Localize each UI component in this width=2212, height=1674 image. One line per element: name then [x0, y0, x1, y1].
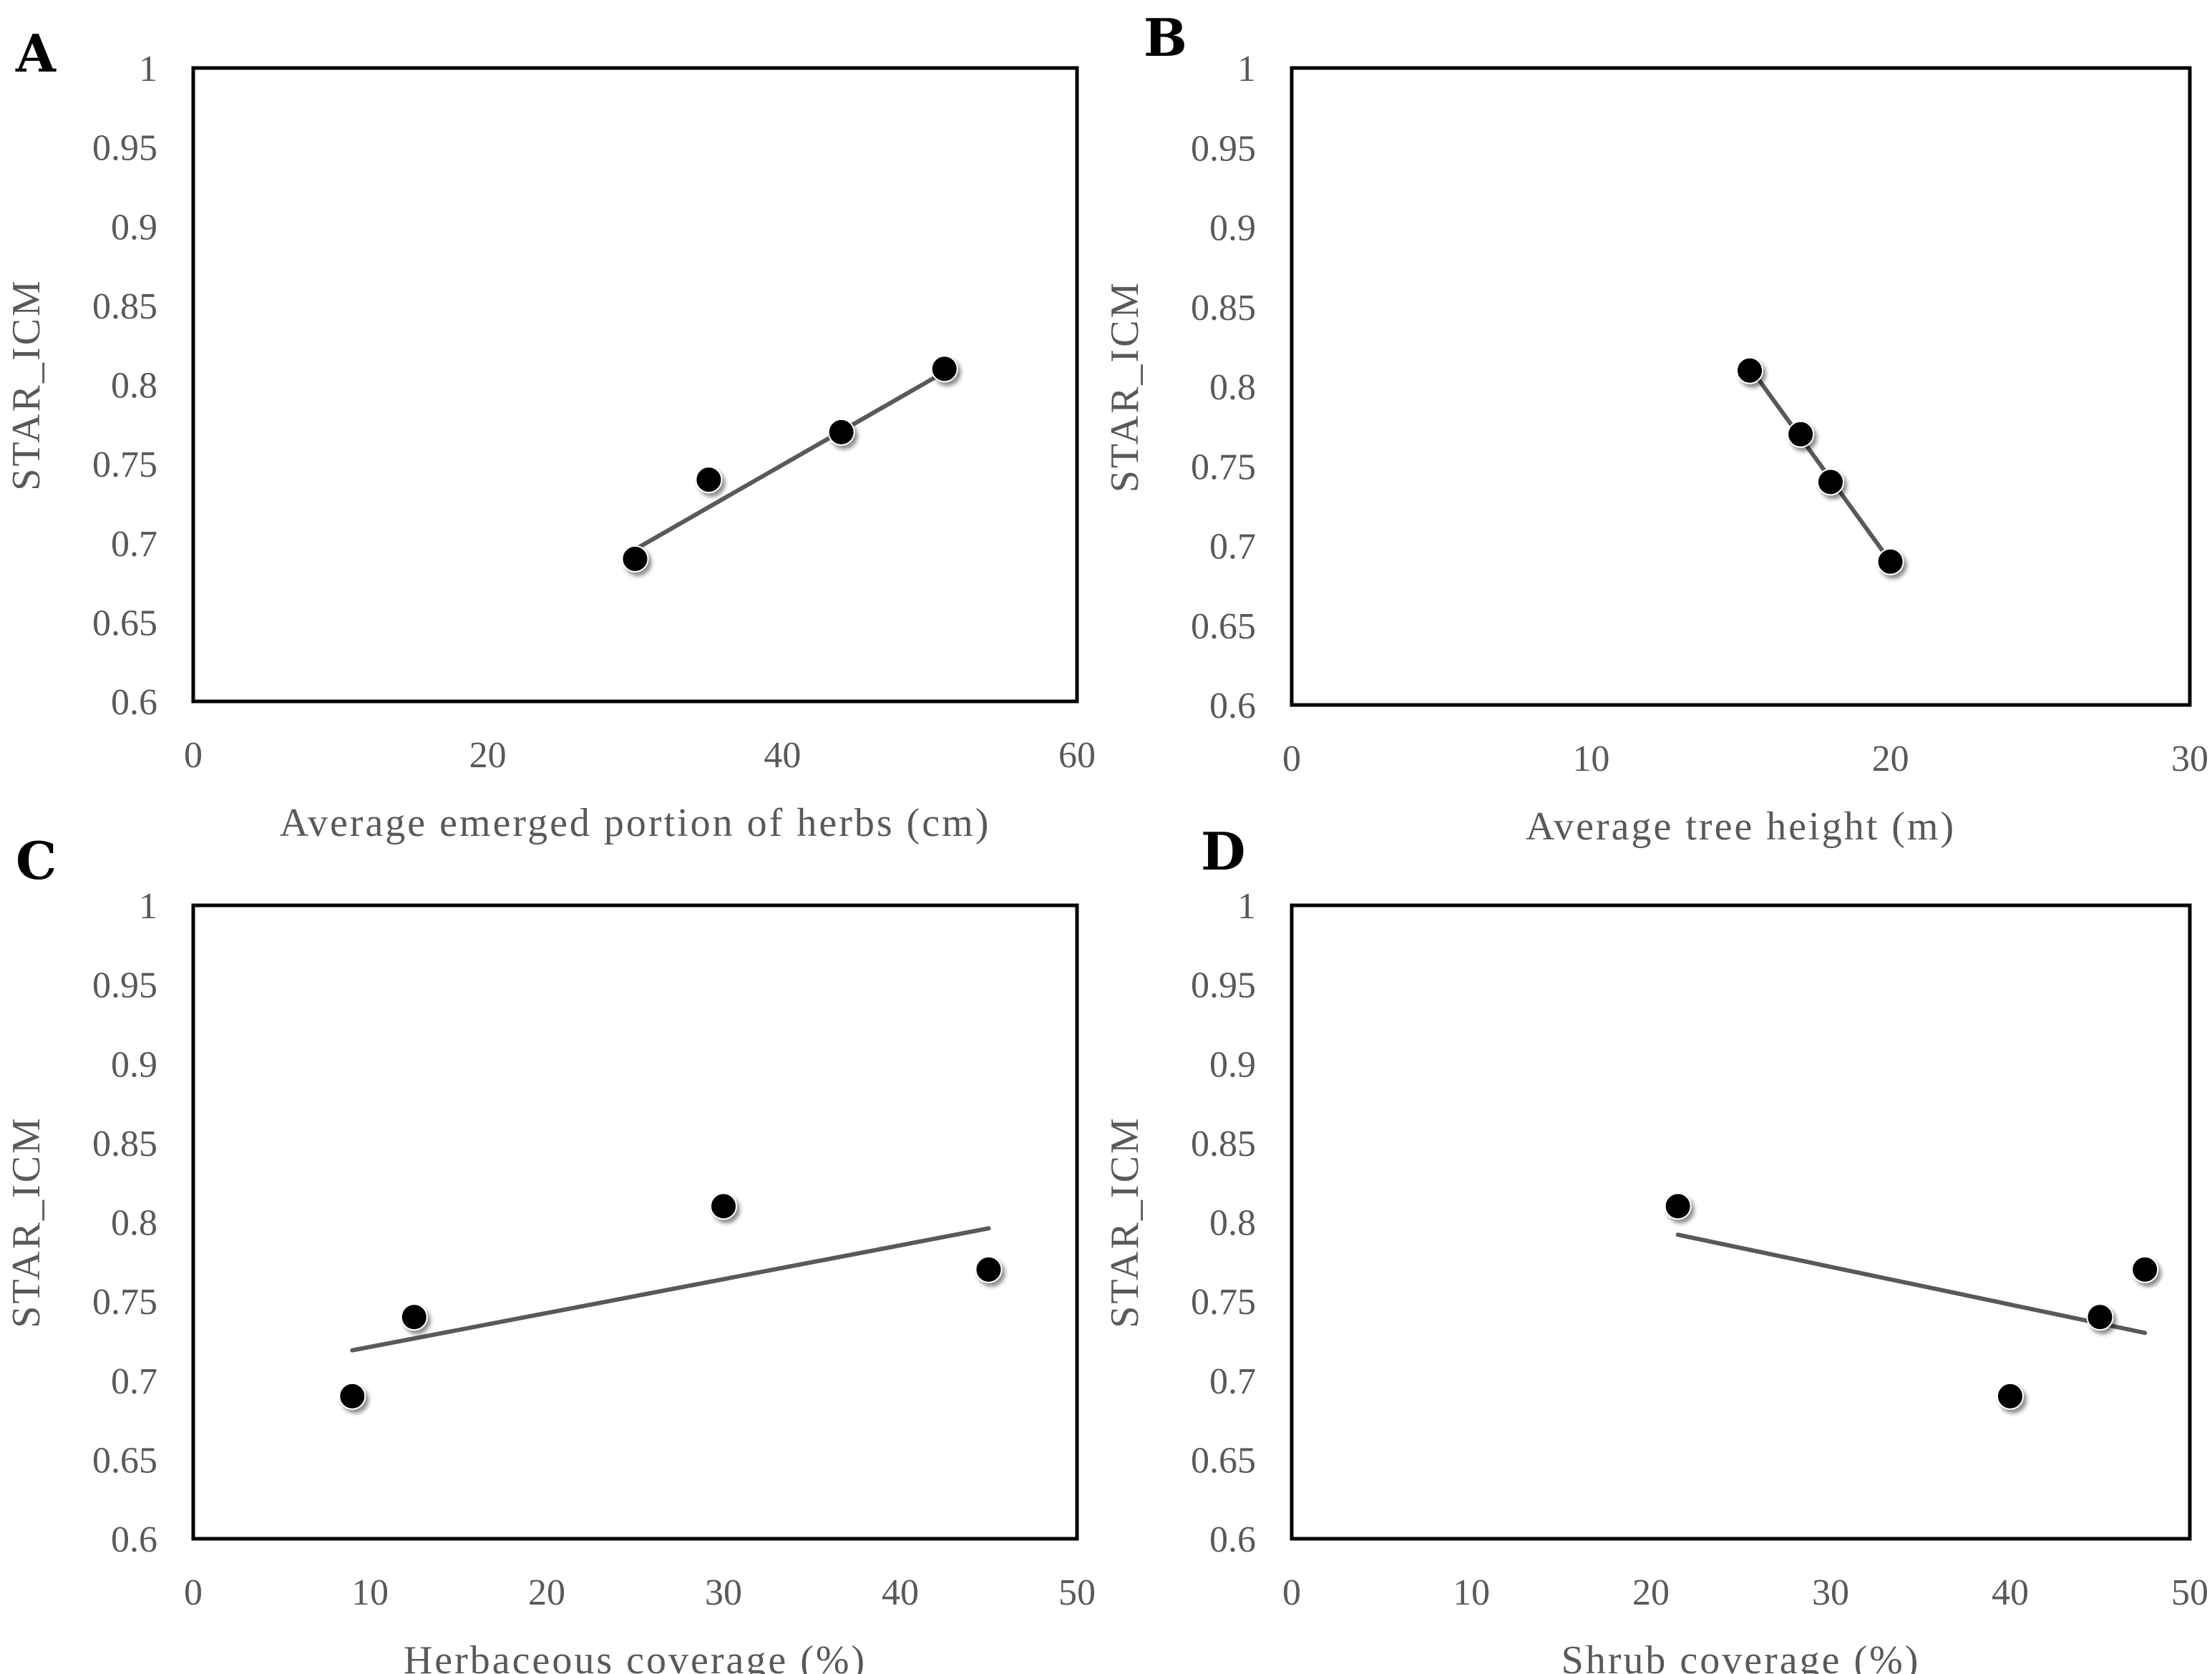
panel-a: A 0.6 0.65 0.7 0.75 0.8 0.85 0.9 0.95 1 0 20 40 60 Ave…	[4, 23, 1096, 845]
data-point	[1787, 420, 1815, 448]
y-tick-label: 0.9	[111, 207, 157, 248]
y-tick-label: 1	[139, 886, 157, 927]
y-axis-title: STAR_ICM	[1103, 281, 1147, 492]
trendline	[1675, 1232, 2148, 1335]
x-tick-label: 10	[1572, 739, 1609, 779]
panel-letter: B	[1144, 7, 1187, 68]
x-tick-label: 0	[1282, 1572, 1301, 1613]
trendline	[350, 1226, 991, 1353]
y-tick-label: 0.7	[111, 1361, 157, 1402]
x-axis-title: Herbaceous coverage (%)	[404, 1638, 867, 1674]
x-axis-title: Shrub coverage (%)	[1561, 1638, 1921, 1674]
y-tick-label: 0.9	[1209, 1044, 1256, 1085]
y-axis-title: STAR_ICM	[1103, 1116, 1147, 1328]
x-tick-label: 50	[1058, 1572, 1096, 1613]
y-tick-label: 0.95	[1191, 128, 1256, 169]
y-tick-label: 0.8	[111, 366, 157, 407]
x-tick-label: 20	[1872, 739, 1909, 779]
trendline	[1748, 365, 1893, 564]
data-point	[695, 466, 723, 494]
y-tick-label: 0.6	[111, 682, 157, 723]
data-point	[338, 1382, 366, 1410]
y-tick-label: 0.7	[1209, 527, 1256, 568]
x-tick-label: 20	[1632, 1572, 1670, 1613]
y-tick-label: 0.75	[1191, 1282, 1256, 1323]
panel-letter: A	[15, 23, 57, 84]
plot-frame	[1290, 903, 2192, 1541]
x-tick-label: 0	[184, 1572, 203, 1613]
y-tick-label: 0.9	[1209, 208, 1256, 249]
x-axis-title: Average emerged portion of herbs (cm)	[280, 801, 991, 845]
data-point	[621, 545, 649, 573]
y-tick-label: 1	[139, 49, 157, 89]
y-tick-label: 0.7	[111, 524, 157, 565]
y-tick-label: 0.75	[92, 444, 157, 485]
data-point	[827, 418, 855, 446]
data-point	[1736, 356, 1764, 384]
x-tick-label: 50	[2171, 1572, 2208, 1613]
y-tick-label: 0.65	[92, 1440, 157, 1481]
y-tick-label: 1	[1237, 886, 1256, 927]
y-tick-label: 0.6	[1209, 686, 1256, 726]
x-tick-label: 40	[1992, 1572, 2029, 1613]
x-tick-label: 30	[705, 1572, 742, 1613]
x-tick-label: 20	[528, 1572, 565, 1613]
y-tick-label: 0.75	[1191, 447, 1256, 487]
y-tick-label: 0.85	[1191, 1124, 1256, 1164]
plot-frame	[191, 903, 1079, 1541]
y-tick-label: 0.85	[92, 286, 157, 327]
y-axis-title: STAR_ICM	[4, 278, 49, 490]
panel-letter: D	[1201, 821, 1245, 882]
data-point	[1817, 468, 1844, 496]
y-tick-label: 0.8	[1209, 1203, 1256, 1244]
y-tick-label: 0.8	[1209, 367, 1256, 408]
x-tick-label: 10	[1453, 1572, 1490, 1613]
data-point	[1997, 1382, 2024, 1410]
data-point	[1664, 1192, 1692, 1220]
y-tick-label: 0.85	[92, 1124, 157, 1164]
y-tick-label: 0.65	[1191, 606, 1256, 647]
data-point	[1876, 548, 1904, 575]
x-tick-label: 20	[469, 735, 507, 776]
data-point	[400, 1303, 428, 1331]
x-tick-label: 60	[1058, 735, 1096, 776]
y-tick-label: 0.95	[1191, 965, 1256, 1006]
x-tick-label: 30	[2171, 739, 2208, 779]
data-point	[2086, 1303, 2114, 1331]
x-axis-title: Average tree height (m)	[1526, 804, 1956, 849]
data-point	[930, 355, 958, 383]
y-tick-label: 0.7	[1209, 1361, 1256, 1402]
x-tick-label: 10	[351, 1572, 389, 1613]
x-tick-label: 0	[1282, 739, 1301, 779]
y-tick-label: 0.85	[1191, 288, 1256, 329]
trendline	[633, 369, 947, 552]
x-tick-label: 40	[882, 1572, 919, 1613]
data-point	[975, 1255, 1003, 1283]
plot-frame	[1290, 66, 2192, 707]
y-axis-title: STAR_ICM	[4, 1116, 49, 1328]
y-tick-label: 0.65	[1191, 1440, 1256, 1481]
x-tick-label: 40	[764, 735, 801, 776]
y-tick-label: 0.6	[1209, 1519, 1256, 1560]
y-tick-label: 0.8	[111, 1203, 157, 1244]
data-point	[710, 1192, 737, 1220]
panel-letter: C	[16, 830, 57, 891]
y-tick-label: 0.9	[111, 1044, 157, 1085]
x-tick-label: 30	[1812, 1572, 1849, 1613]
y-tick-label: 0.75	[92, 1282, 157, 1323]
plot-frame	[191, 66, 1079, 704]
y-tick-label: 0.6	[111, 1519, 157, 1560]
y-tick-label: 0.95	[92, 128, 157, 169]
y-tick-label: 1	[1237, 49, 1256, 89]
y-tick-label: 0.65	[92, 603, 157, 643]
data-point	[2131, 1255, 2159, 1283]
x-tick-label: 0	[184, 735, 203, 776]
y-tick-label: 0.95	[92, 965, 157, 1006]
